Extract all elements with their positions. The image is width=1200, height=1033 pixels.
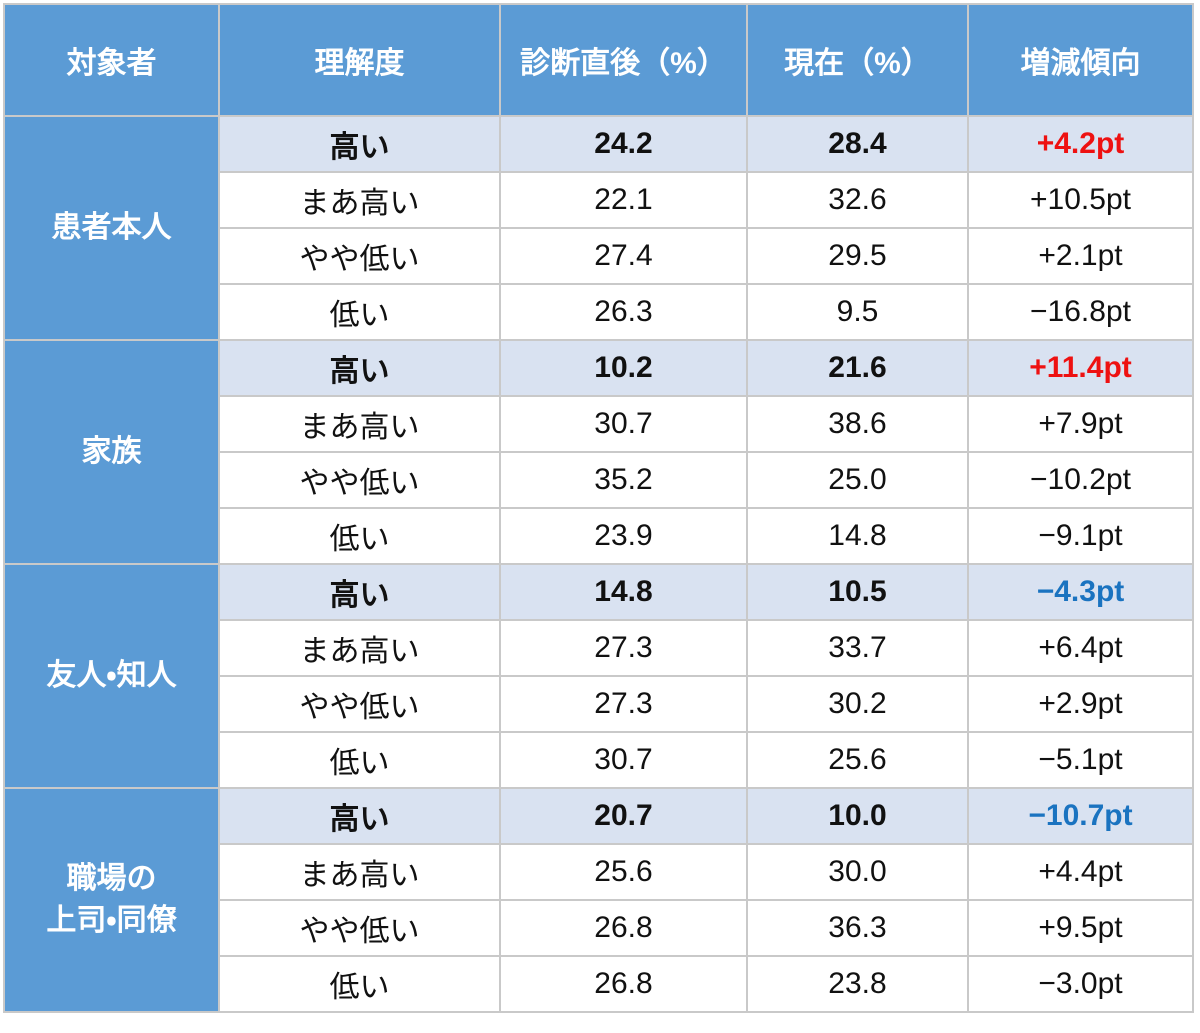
current-value: 36.3 [746,899,969,957]
level: まあ高い [218,171,501,229]
trend: −10.7pt [967,787,1194,845]
before-value: 22.1 [499,171,748,229]
group-label: 患者本人 [3,115,220,341]
trend: +2.1pt [967,227,1194,285]
current-value: 30.0 [746,843,969,901]
group-label: 職場の 上司・同僚 [3,787,220,1013]
current-value: 10.0 [746,787,969,845]
header-cell: 理解度 [218,3,501,117]
level: 低い [218,507,501,565]
level: 高い [218,563,501,621]
current-value: 10.5 [746,563,969,621]
table-row: 家族 高い 10.2 21.6 +11.4pt [3,339,1194,565]
level: 高い [218,115,501,173]
before-value: 10.2 [499,339,748,397]
table-row: まあ高い 22.1 32.6 +10.5pt [4,171,1194,229]
before-value: 23.9 [499,507,748,565]
trend: −3.0pt [967,955,1194,1013]
trend: +11.4pt [967,339,1194,397]
before-value: 20.7 [499,787,748,845]
level: 高い [218,787,501,845]
before-value: 30.7 [499,731,748,789]
trend: −10.2pt [967,451,1194,509]
current-value: 28.4 [746,115,969,173]
before-value: 26.3 [499,283,748,341]
level: やや低い [218,899,501,957]
table-row: やや低い 35.2 25.0 −10.2pt [4,451,1194,509]
before-value: 26.8 [499,955,748,1013]
table-row: 友人・知人 高い 14.8 10.5 −4.3pt [3,563,1194,789]
level: まあ高い [218,395,501,453]
table-row: まあ高い 25.6 30.0 +4.4pt [4,843,1194,901]
trend: −9.1pt [967,507,1194,565]
level: やや低い [218,227,501,285]
header-row: 対象者 理解度 診断直後（%） 現在（%） 増減傾向 [3,3,1194,117]
before-value: 25.6 [499,843,748,901]
before-value: 14.8 [499,563,748,621]
table-row: やや低い 27.4 29.5 +2.1pt [4,227,1194,285]
current-value: 21.6 [746,339,969,397]
trend: +4.4pt [967,843,1194,901]
trend: +2.9pt [967,675,1194,733]
current-value: 38.6 [746,395,969,453]
level: やや低い [218,451,501,509]
level: 高い [218,339,501,397]
level: やや低い [218,675,501,733]
current-value: 25.0 [746,451,969,509]
before-value: 35.2 [499,451,748,509]
table-row: まあ高い 30.7 38.6 +7.9pt [4,395,1194,453]
before-value: 27.3 [499,675,748,733]
level: まあ高い [218,843,501,901]
current-value: 23.8 [746,955,969,1013]
before-value: 26.8 [499,899,748,957]
trend: −16.8pt [967,283,1194,341]
header-cell: 対象者 [3,3,220,117]
before-value: 30.7 [499,395,748,453]
current-value: 33.7 [746,619,969,677]
before-value: 24.2 [499,115,748,173]
data-table: 対象者 理解度 診断直後（%） 現在（%） 増減傾向 患者本人 高い 24.2 28.4 +4.… [3,3,1194,1013]
trend: +6.4pt [967,619,1194,677]
table-row: 低い 26.3 9.5 −16.8pt [4,283,1194,341]
current-value: 30.2 [746,675,969,733]
trend: +9.5pt [967,899,1194,957]
level: 低い [218,731,501,789]
current-value: 25.6 [746,731,969,789]
table-row: 職場の 上司・同僚 高い 20.7 10.0 −10.7pt [3,787,1194,1013]
group-label: 友人・知人 [3,563,220,789]
table-row: まあ高い 27.3 33.7 +6.4pt [4,619,1194,677]
table-row: 低い 23.9 14.8 −9.1pt [4,507,1194,565]
current-value: 9.5 [746,283,969,341]
table-row: 低い 30.7 25.6 −5.1pt [4,731,1194,789]
table-body: 患者本人 高い 24.2 28.4 +4.2pt まあ高い 22.1 32.6 +10.5pt や… [3,115,1194,1013]
trend: +7.9pt [967,395,1194,453]
trend: −5.1pt [967,731,1194,789]
table-row: やや低い 26.8 36.3 +9.5pt [4,899,1194,957]
header-cell: 増減傾向 [967,3,1194,117]
before-value: 27.4 [499,227,748,285]
table-row: 低い 26.8 23.8 −3.0pt [4,955,1194,1013]
table-row: 患者本人 高い 24.2 28.4 +4.2pt [3,115,1194,341]
level: 低い [218,955,501,1013]
level: 低い [218,283,501,341]
table-row: やや低い 27.3 30.2 +2.9pt [4,675,1194,733]
current-value: 32.6 [746,171,969,229]
before-value: 27.3 [499,619,748,677]
current-value: 14.8 [746,507,969,565]
group-label: 家族 [3,339,220,565]
level: まあ高い [218,619,501,677]
current-value: 29.5 [746,227,969,285]
trend: +10.5pt [967,171,1194,229]
trend: +4.2pt [967,115,1194,173]
trend: −4.3pt [967,563,1194,621]
header-cell: 現在（%） [746,3,969,117]
header-cell: 診断直後（%） [499,3,748,117]
